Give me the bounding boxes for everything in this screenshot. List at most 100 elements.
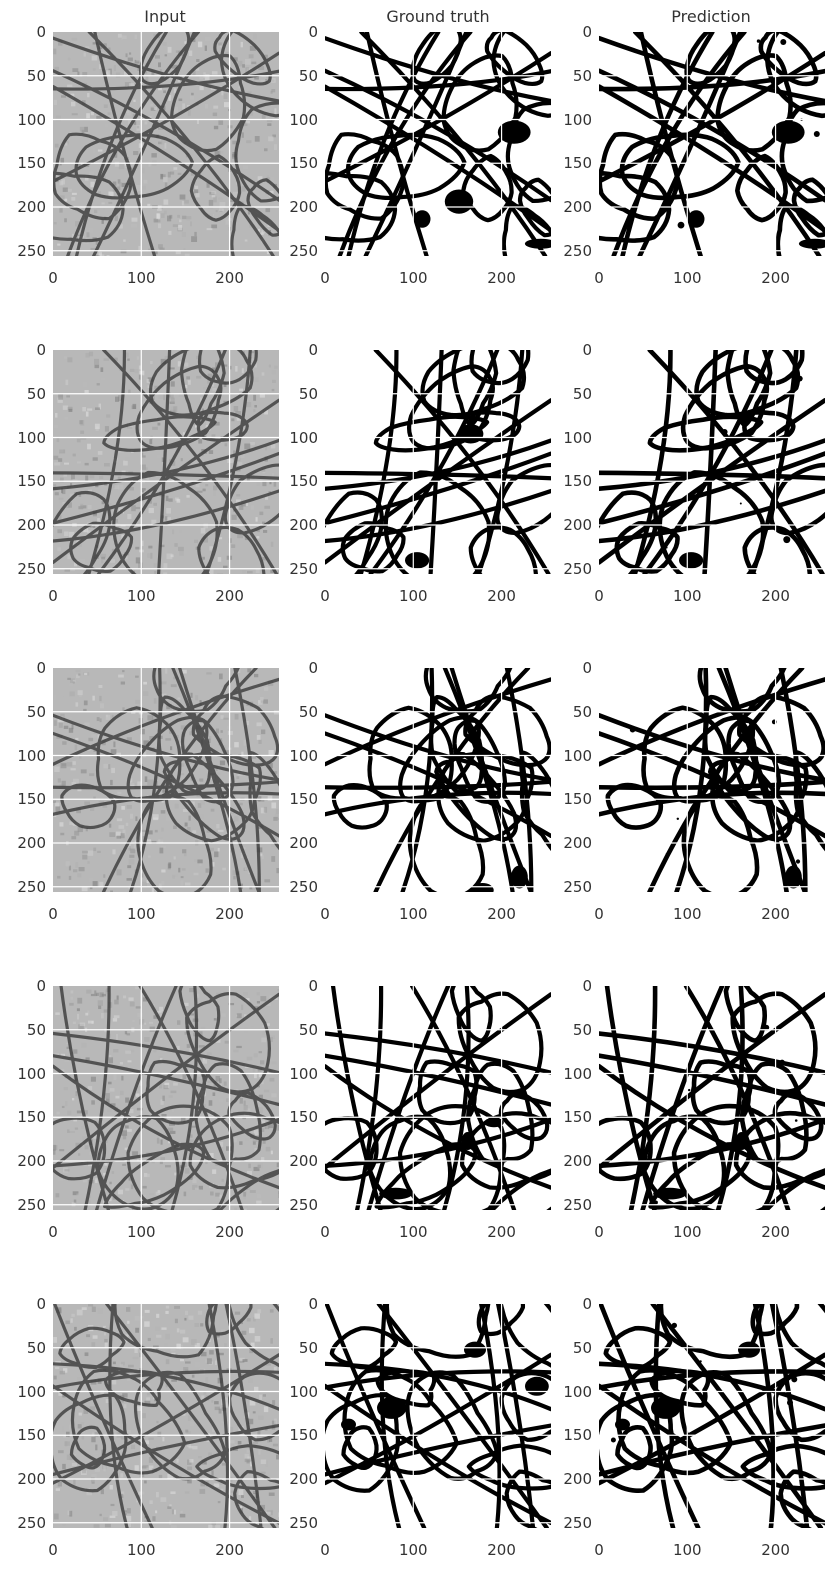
panel-input-row-4 (53, 986, 279, 1210)
prediction-image (599, 986, 825, 1210)
x-tick-label: 0 (33, 905, 73, 923)
y-tick-label: 0 (552, 1295, 592, 1313)
y-tick-label: 250 (6, 1196, 46, 1214)
y-tick-label: 50 (278, 385, 318, 403)
x-tick-label: 100 (667, 587, 707, 605)
panel-prediction-row-2 (599, 350, 825, 574)
x-tick-label: 0 (305, 1223, 345, 1241)
y-tick-label: 0 (278, 23, 318, 41)
input-image (53, 350, 279, 574)
y-tick-label: 150 (278, 790, 318, 808)
y-tick-label: 100 (552, 1383, 592, 1401)
prediction-image (599, 350, 825, 574)
x-tick-label: 200 (210, 587, 250, 605)
y-tick-label: 0 (278, 341, 318, 359)
y-tick-label: 200 (552, 198, 592, 216)
y-tick-label: 200 (6, 1152, 46, 1170)
y-tick-label: 200 (278, 516, 318, 534)
x-tick-label: 0 (305, 587, 345, 605)
y-tick-label: 200 (552, 834, 592, 852)
y-tick-label: 250 (278, 1514, 318, 1532)
panel-prediction-row-1 (599, 32, 825, 256)
x-tick-label: 200 (210, 1541, 250, 1559)
prediction-image (599, 32, 825, 256)
y-tick-label: 0 (278, 977, 318, 995)
panel-prediction-row-4 (599, 986, 825, 1210)
y-tick-label: 200 (552, 1470, 592, 1488)
y-tick-label: 150 (552, 1426, 592, 1444)
y-tick-label: 100 (552, 111, 592, 129)
y-tick-label: 150 (6, 154, 46, 172)
y-tick-label: 200 (278, 198, 318, 216)
panel-input-row-1 (53, 32, 279, 256)
input-image (53, 1304, 279, 1528)
ground-truth-image (325, 350, 551, 574)
y-tick-label: 200 (278, 834, 318, 852)
y-tick-label: 50 (552, 67, 592, 85)
y-tick-label: 0 (6, 23, 46, 41)
x-tick-label: 100 (393, 587, 433, 605)
y-tick-label: 250 (6, 1514, 46, 1532)
y-tick-label: 250 (552, 878, 592, 896)
y-tick-label: 50 (6, 67, 46, 85)
y-tick-label: 200 (552, 1152, 592, 1170)
x-tick-label: 100 (393, 269, 433, 287)
y-tick-label: 200 (278, 1470, 318, 1488)
x-tick-label: 200 (210, 269, 250, 287)
x-tick-label: 100 (121, 269, 161, 287)
x-tick-label: 200 (482, 269, 522, 287)
y-tick-label: 200 (6, 516, 46, 534)
x-tick-label: 0 (33, 1541, 73, 1559)
panel-ground-truth-row-2 (325, 350, 551, 574)
y-tick-label: 150 (552, 790, 592, 808)
y-tick-label: 250 (278, 560, 318, 578)
x-tick-label: 0 (33, 269, 73, 287)
y-tick-label: 0 (552, 977, 592, 995)
x-tick-label: 100 (393, 905, 433, 923)
y-tick-label: 250 (278, 242, 318, 260)
y-tick-label: 100 (6, 429, 46, 447)
y-tick-label: 150 (6, 790, 46, 808)
x-tick-label: 100 (121, 1541, 161, 1559)
y-tick-label: 0 (552, 341, 592, 359)
x-tick-label: 200 (756, 587, 796, 605)
x-tick-label: 200 (756, 1541, 796, 1559)
x-tick-label: 0 (579, 587, 619, 605)
y-tick-label: 50 (278, 1339, 318, 1357)
y-tick-label: 100 (6, 1065, 46, 1083)
y-tick-label: 0 (6, 659, 46, 677)
x-tick-label: 0 (305, 905, 345, 923)
x-tick-label: 200 (756, 1223, 796, 1241)
y-tick-label: 100 (278, 1383, 318, 1401)
x-tick-label: 100 (667, 269, 707, 287)
panel-ground-truth-row-1 (325, 32, 551, 256)
input-image (53, 986, 279, 1210)
y-tick-label: 0 (6, 341, 46, 359)
x-tick-label: 0 (579, 269, 619, 287)
column-title-input: Input (50, 7, 280, 26)
x-tick-label: 100 (667, 905, 707, 923)
y-tick-label: 50 (552, 1021, 592, 1039)
panel-ground-truth-row-5 (325, 1304, 551, 1528)
x-tick-label: 0 (579, 905, 619, 923)
y-tick-label: 100 (278, 429, 318, 447)
y-tick-label: 200 (6, 1470, 46, 1488)
x-tick-label: 0 (579, 1541, 619, 1559)
column-title-prediction: Prediction (596, 7, 826, 26)
x-tick-label: 200 (482, 1541, 522, 1559)
x-tick-label: 100 (121, 905, 161, 923)
x-tick-label: 200 (482, 587, 522, 605)
panel-input-row-5 (53, 1304, 279, 1528)
y-tick-label: 100 (552, 1065, 592, 1083)
y-tick-label: 250 (6, 560, 46, 578)
y-tick-label: 50 (6, 1021, 46, 1039)
y-tick-label: 250 (552, 242, 592, 260)
y-tick-label: 0 (552, 659, 592, 677)
x-tick-label: 200 (756, 905, 796, 923)
y-tick-label: 250 (552, 1514, 592, 1532)
y-tick-label: 250 (552, 560, 592, 578)
x-tick-label: 200 (482, 1223, 522, 1241)
y-tick-label: 0 (6, 977, 46, 995)
panel-ground-truth-row-3 (325, 668, 551, 892)
